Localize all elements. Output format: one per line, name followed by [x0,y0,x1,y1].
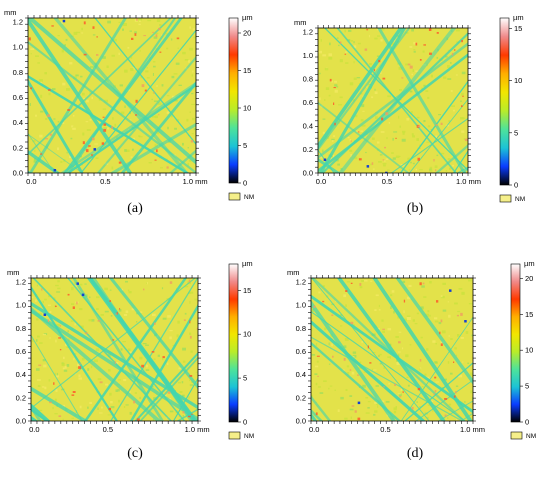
x-tick-label: 0.0 [316,177,326,186]
colorbar-tick-label: 15 [525,310,533,319]
y-tick-label: 0.4 [13,118,23,127]
tick-marks-b [315,25,471,176]
panel-caption-a: (a) [127,201,143,216]
y-tick-label: 0.6 [296,347,306,356]
colorbar-tick-label: 0 [243,179,247,188]
y-axis-unit-c: mm [7,268,20,277]
colorbar-unit: µm [242,259,253,268]
y-axis-unit-a: mm [4,8,17,17]
panel-caption-c: (c) [127,446,143,461]
colorbar-tick-label: 10 [514,76,522,85]
y-tick-label: 0.8 [296,324,306,333]
nm-swatch [499,194,512,203]
nm-legend-b: NM [499,194,525,203]
colorbar-tick-label: 0 [514,181,518,190]
y-tick-label: 0.0 [16,417,26,426]
y-tick-label: 1.0 [13,43,23,52]
y-tick-label: 1.0 [303,51,313,60]
colorbar-tick-label: 10 [525,346,533,355]
panel-a: mm1.2 1.0 0.8 0.6 0.4 0.2 0.00.0 0.5 1.0 mm µm 20 1… [4,8,254,201]
colorbar-tick-label: 0 [525,418,529,427]
colorbar-b: µm 15 10 5 0 [499,13,524,190]
y-tick-label: 0.0 [13,169,23,178]
panel-d: mm1.2 1.0 0.8 0.6 0.4 0.2 0.00.0 0.5 1.0 mm µm 20 1… [287,259,536,440]
colorbar-tick-label: 15 [243,66,251,75]
colorbar-tick-label: 15 [243,286,251,295]
panel-c: mm1.2 1.0 0.8 0.6 0.4 0.2 0.00.0 0.5 1.0 mm µm 15 1… [7,259,254,440]
height-map-b [318,28,468,173]
colorbar-tick-label: 10 [243,330,251,339]
colorbar-tick-label: 20 [243,29,251,38]
tick-marks-d [308,275,476,424]
x-tick-label: 1.0 mm [183,177,208,186]
y-tick-label: 0.0 [296,417,306,426]
y-tick-label: 0.0 [303,169,313,178]
x-tick-label: 1.0 mm [185,425,210,434]
x-tick-label: 0.5 [103,425,113,434]
nm-legend-a: NM [228,192,254,201]
colorbar-tick-label: 5 [514,128,518,137]
height-map-d [311,278,473,421]
panel-b: mm1.2 1.0 0.8 0.6 0.4 0.2 0.00.0 0.5 1.0 mm µm 15 1… [294,13,525,203]
y-tick-label: 0.2 [13,143,23,152]
y-tick-label: 0.8 [303,75,313,84]
panel-caption-b: (b) [406,201,424,216]
colorbar-tick-label: 10 [243,104,251,113]
y-tick-label: 0.6 [16,347,26,356]
y-tick-label: 0.6 [303,98,313,107]
y-tick-label: 0.2 [303,145,313,154]
y-tick-label: 0.4 [303,122,313,131]
panel-caption-d: (d) [406,446,424,461]
y-tick-label: 0.6 [13,93,23,102]
x-tick-label: 0.0 [29,425,39,434]
nm-label: NM [515,196,525,203]
nm-legend-d: NM [510,431,536,440]
nm-swatch [510,431,523,440]
y-tick-label: 0.8 [13,68,23,77]
x-tick-label: 0.0 [26,177,36,186]
nm-label: NM [526,433,536,440]
colorbar-tick-label: 5 [525,382,529,391]
y-tick-label: 1.2 [16,278,26,287]
y-tick-label: 1.0 [16,301,26,310]
colorbar-c: µm 15 10 5 0 [228,259,253,427]
y-axis-unit-d: mm [287,268,300,277]
y-tick-label: 0.4 [296,370,306,379]
tick-marks-a [25,15,199,176]
y-axis-unit-b: mm [294,18,307,27]
colorbar-tick-label: 15 [514,24,522,33]
colorbar-a: µm 20 15 10 5 0 [228,13,253,188]
y-tick-label: 0.2 [296,393,306,402]
nm-label: NM [244,433,254,440]
colorbar-tick-label: 5 [243,374,247,383]
x-tick-label: 0.5 [380,425,390,434]
x-tick-label: 0.5 [382,177,392,186]
height-map-a [28,18,196,173]
nm-label: NM [244,194,254,201]
y-tick-label: 1.2 [296,278,306,287]
x-tick-label: 0.5 [100,177,110,186]
colorbar-tick-label: 0 [243,418,247,427]
nm-legend-c: NM [228,431,254,440]
x-tick-label: 1.0 mm [456,177,481,186]
height-map-c [31,278,198,421]
colorbar-tick-label: 20 [525,274,533,283]
tick-marks-c [28,275,201,424]
x-tick-label: 1.0 mm [460,425,485,434]
y-tick-label: 1.0 [296,301,306,310]
y-tick-label: 0.4 [16,370,26,379]
colorbar-unit: µm [524,259,535,268]
nm-swatch [228,431,241,440]
colorbar-d: µm 20 15 10 5 0 [510,259,535,427]
nm-swatch [228,192,241,201]
colorbar-unit: µm [513,13,524,22]
y-tick-label: 1.2 [303,28,313,37]
y-tick-label: 1.2 [13,18,23,27]
y-tick-label: 0.8 [16,324,26,333]
y-tick-label: 0.2 [16,393,26,402]
x-tick-label: 0.0 [309,425,319,434]
colorbar-tick-label: 5 [243,141,247,150]
colorbar-unit: µm [242,13,253,22]
